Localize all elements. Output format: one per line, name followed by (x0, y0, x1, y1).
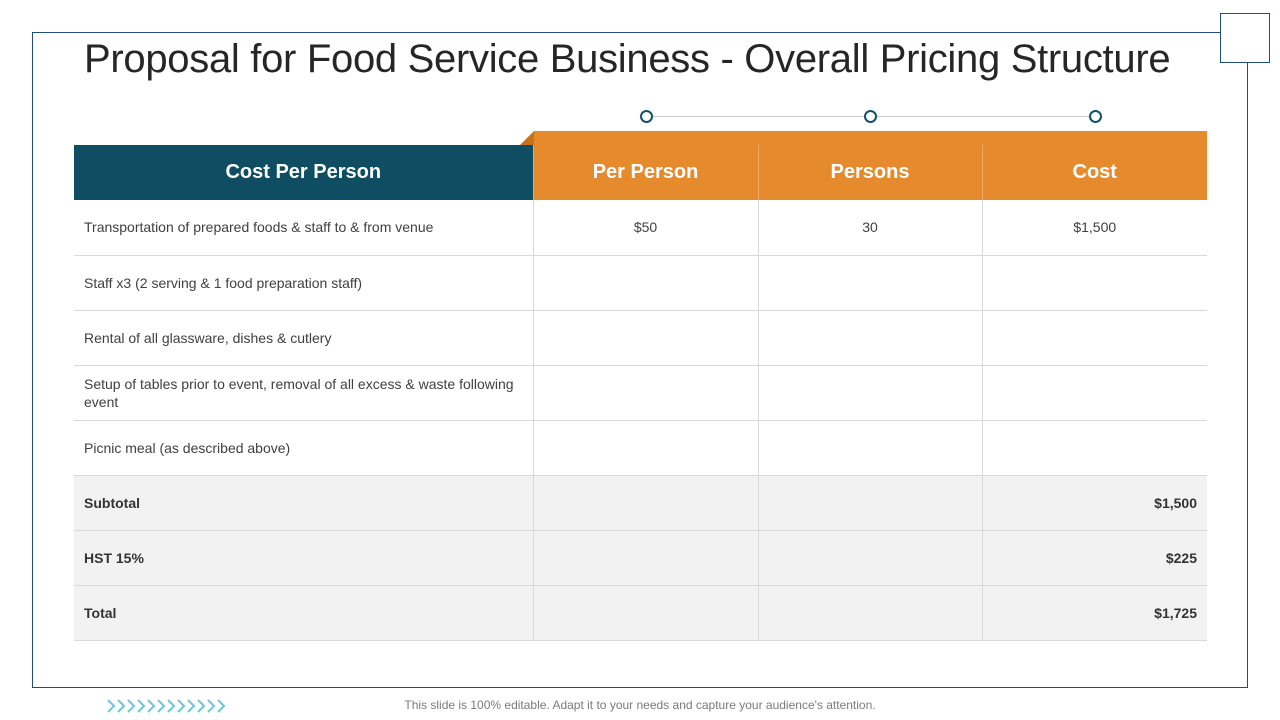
row-persons: 30 (757, 200, 982, 256)
row-label: Staff x3 (2 serving & 1 food preparation… (74, 255, 533, 311)
subtotal-value: $1,500 (981, 475, 1207, 531)
row-persons (757, 365, 982, 421)
row-label: Picnic meal (as described above) (74, 420, 533, 476)
table-row: Transportation of prepared foods & staff… (74, 200, 1207, 256)
row-per-person (532, 420, 758, 476)
table-row: Picnic meal (as described above) (74, 420, 1207, 476)
table-row: Staff x3 (2 serving & 1 food preparation… (74, 255, 1207, 311)
row-cost (981, 365, 1207, 421)
column-marker-dot (1089, 110, 1102, 123)
row-label: Setup of tables prior to event, removal … (74, 365, 533, 421)
column-marker-dot (640, 110, 653, 123)
header-persons: Persons (757, 145, 982, 200)
row-persons (757, 310, 982, 366)
tax-value: $225 (981, 530, 1207, 586)
empty-cell (757, 475, 982, 531)
row-per-person: $50 (532, 200, 758, 256)
table-header-row: Cost Per Person Per Person Persons Cost (74, 145, 1207, 200)
slide-frame (32, 32, 1248, 688)
chevron-arrows-icon (107, 699, 226, 713)
column-marker-dot (864, 110, 877, 123)
tax-label: HST 15% (74, 530, 533, 586)
header-cost: Cost (981, 145, 1207, 200)
row-per-person (532, 310, 758, 366)
row-per-person (532, 365, 758, 421)
row-per-person (532, 255, 758, 311)
subtotal-label: Subtotal (74, 475, 533, 531)
row-cost: $1,500 (981, 200, 1207, 256)
total-label: Total (74, 585, 533, 641)
subtotal-row: Subtotal $1,500 (74, 475, 1207, 531)
header-per-person: Per Person (532, 145, 758, 200)
row-cost (981, 310, 1207, 366)
total-value: $1,725 (981, 585, 1207, 641)
row-persons (757, 420, 982, 476)
header-tab-strip (534, 131, 1207, 145)
empty-cell (532, 530, 758, 586)
corner-decoration (1220, 13, 1270, 63)
table-row: Setup of tables prior to event, removal … (74, 365, 1207, 421)
row-label: Rental of all glassware, dishes & cutler… (74, 310, 533, 366)
empty-cell (757, 530, 982, 586)
row-cost (981, 255, 1207, 311)
empty-cell (757, 585, 982, 641)
header-tab-fold (520, 131, 534, 145)
row-persons (757, 255, 982, 311)
header-cost-per-person: Cost Per Person (74, 145, 533, 200)
row-cost (981, 420, 1207, 476)
tax-row: HST 15% $225 (74, 530, 1207, 586)
slide-title: Proposal for Food Service Business - Ove… (84, 37, 1171, 81)
table-row: Rental of all glassware, dishes & cutler… (74, 310, 1207, 366)
row-label: Transportation of prepared foods & staff… (74, 200, 533, 256)
pricing-table: Cost Per Person Per Person Persons Cost … (74, 145, 1207, 641)
empty-cell (532, 585, 758, 641)
empty-cell (532, 475, 758, 531)
total-row: Total $1,725 (74, 585, 1207, 641)
footer-note: This slide is 100% editable. Adapt it to… (404, 698, 876, 712)
